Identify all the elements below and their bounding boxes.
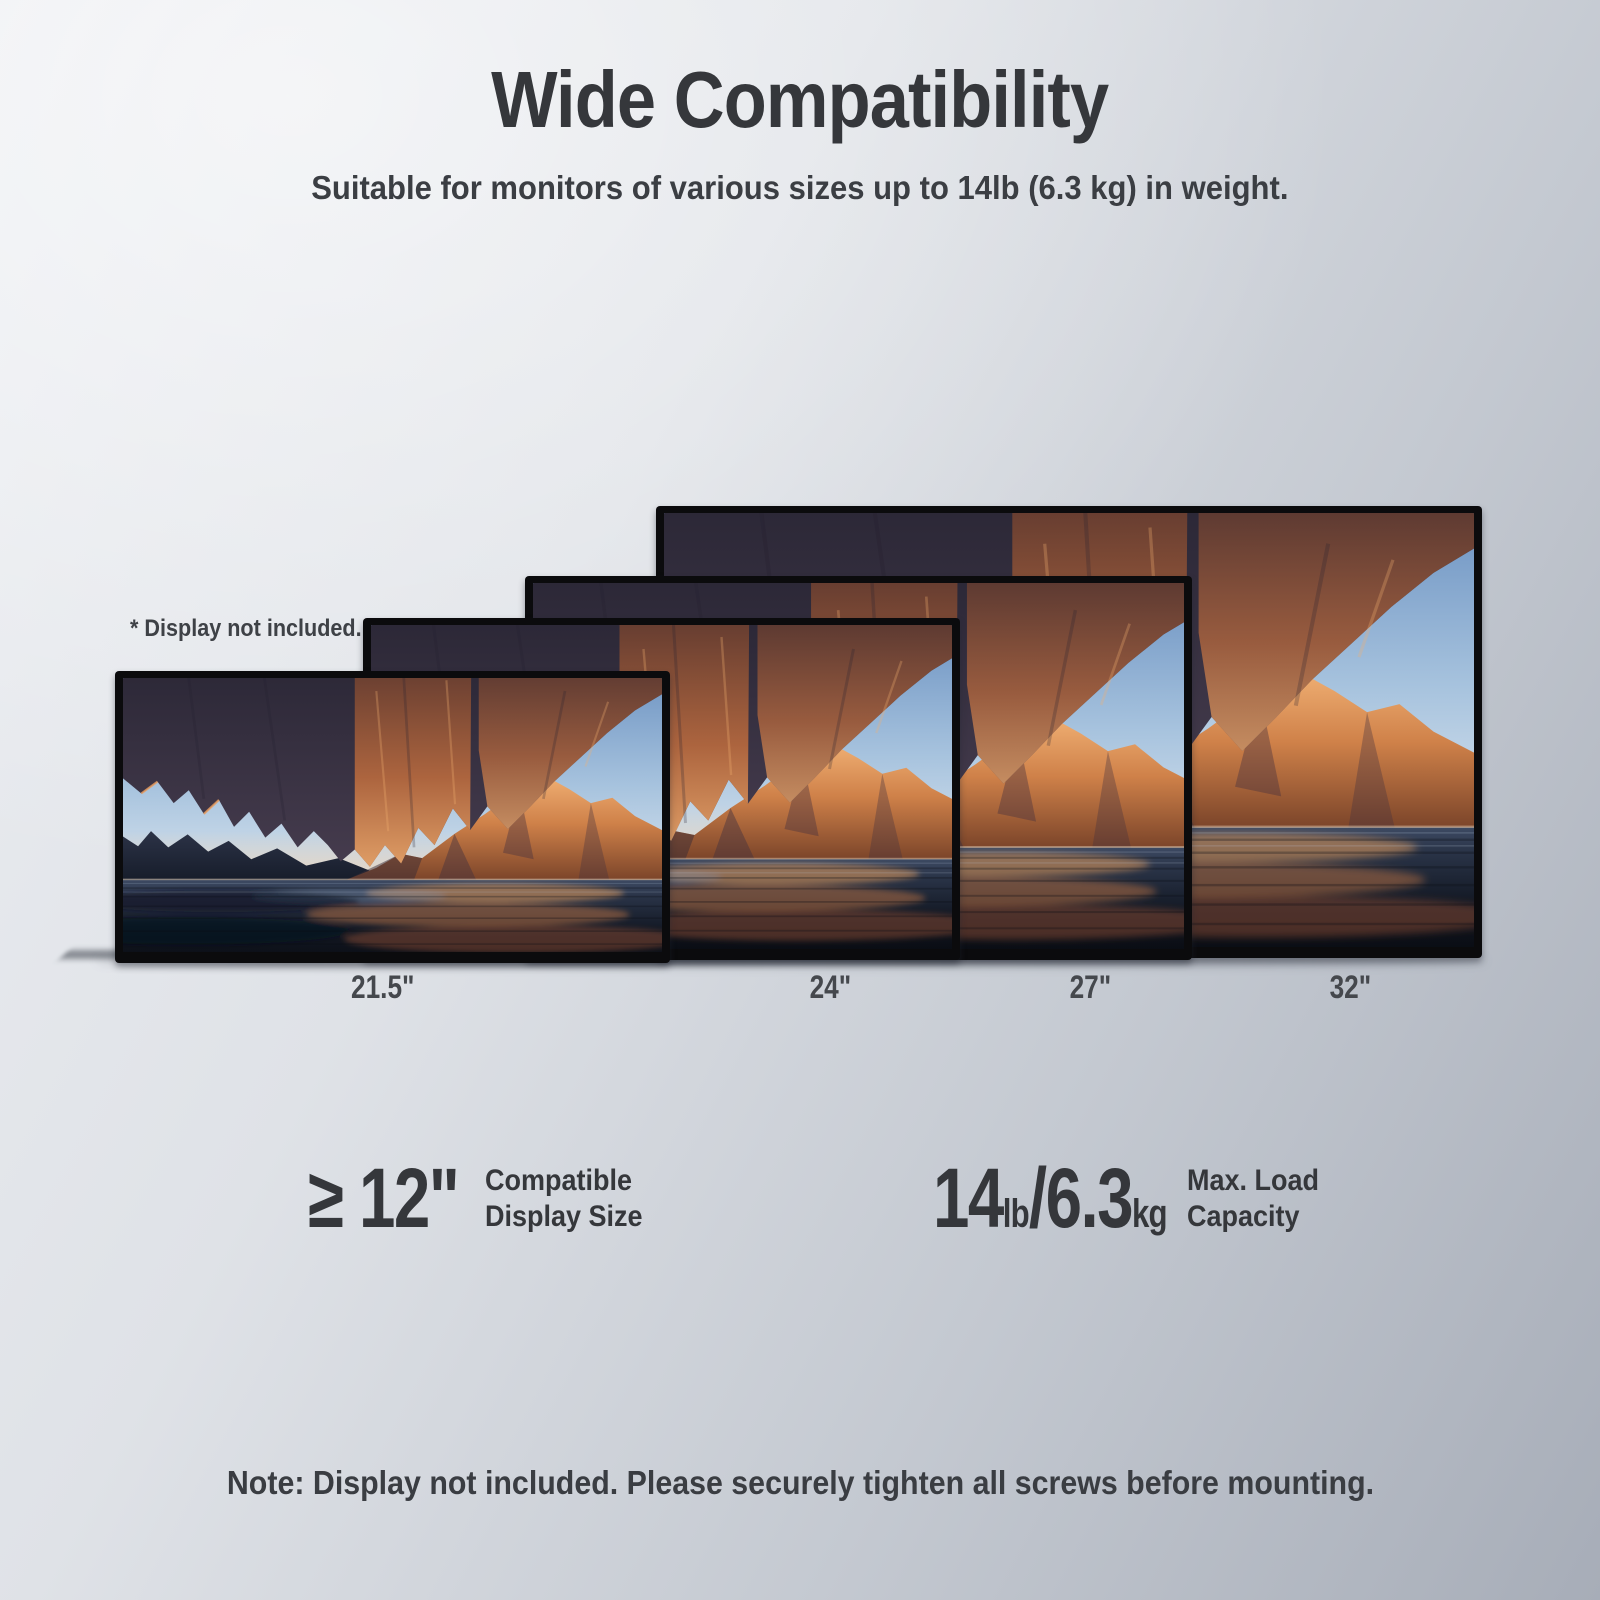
monitor-21-5in-screen [123, 678, 662, 952]
monitor-size-label-21-5: 21.5" [351, 969, 415, 1005]
monitor-floor-shadow [96, 955, 1486, 966]
display-size-label: Compatible Display Size [484, 1164, 643, 1233]
spec-display-size: ≥ 12" Compatible Display Size [308, 1150, 660, 1247]
wallpaper-image [123, 678, 662, 952]
load-capacity-label: Max. Load Capacity [1186, 1164, 1319, 1233]
bottom-note: Note: Display not included. Please secur… [226, 1464, 1374, 1501]
monitor-size-label-24: 24" [809, 969, 851, 1005]
display-size-value: ≥ 12" [308, 1151, 460, 1245]
page-title: Wide Compatibility [491, 55, 1109, 144]
page-subtitle: Suitable for monitors of various sizes u… [311, 169, 1289, 206]
load-capacity-value: 14lb/6.3kg [933, 1151, 1168, 1245]
spec-load-capacity: 14lb/6.3kg Max. Load Capacity [933, 1150, 1334, 1247]
monitor-size-label-27: 27" [1069, 969, 1111, 1005]
monitor-21-5in [115, 671, 670, 963]
display-not-included-note: * Display not included. [130, 615, 362, 642]
monitor-size-label-32: 32" [1329, 969, 1371, 1005]
